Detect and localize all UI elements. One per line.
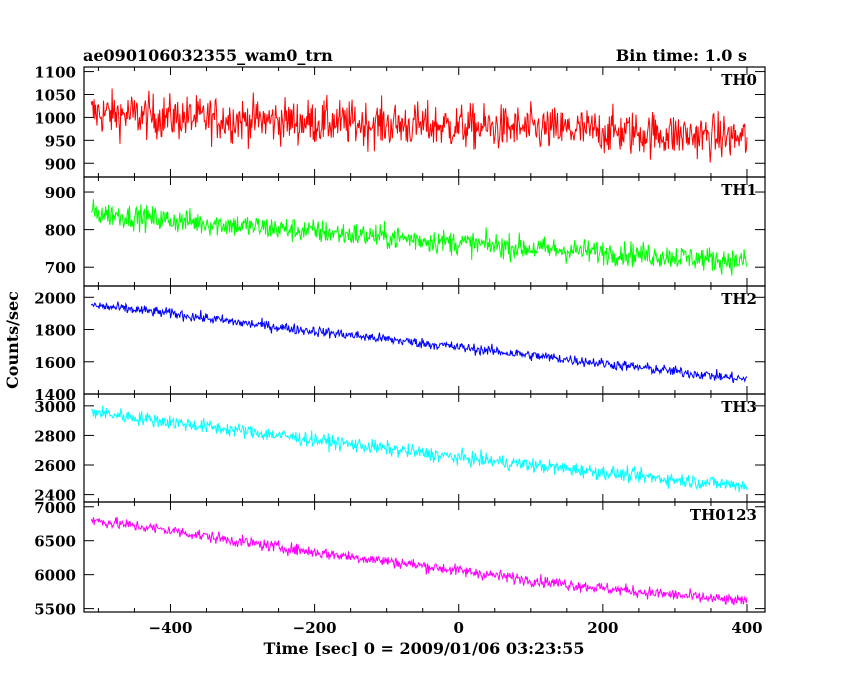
y-tick-label: 700: [45, 259, 76, 277]
y-tick-label: 1050: [34, 87, 76, 105]
y-tick-label: 2600: [34, 457, 76, 475]
y-tick-label: 3000: [34, 398, 76, 416]
y-tick-label: 1100: [34, 64, 76, 82]
panel-frame: [83, 176, 766, 287]
x-tick-label: −200: [293, 619, 337, 637]
chart-title: ae090106032355_wam0_trn: [83, 46, 333, 65]
y-tick-label: 800: [45, 222, 76, 240]
panel-label: TH0: [721, 71, 757, 89]
y-tick-label: 1000: [34, 109, 76, 127]
series-th2: [90, 301, 748, 384]
panel-th0123: 5500 6000 6500 7000 TH0123: [34, 499, 766, 619]
y-tick-label: 900: [45, 155, 76, 173]
y-tick-label: 2400: [34, 487, 76, 505]
x-tick-label: 200: [587, 619, 618, 637]
y-tick-label: 1400: [34, 386, 76, 404]
y-tick-label: 1600: [34, 354, 76, 372]
bin-time-label: Bin time: 1.0 s: [616, 46, 747, 65]
panel-label: TH3: [721, 398, 757, 416]
x-tick-label: 400: [731, 619, 762, 637]
panel-th1: 700 800 900 TH1: [45, 176, 766, 287]
y-tick-label: 1800: [34, 322, 76, 340]
series-th1: [90, 199, 748, 276]
panel-frame: [83, 285, 766, 395]
x-tick-label: −400: [149, 619, 193, 637]
panel-label: TH0123: [690, 506, 757, 524]
series-th3: [90, 405, 748, 493]
panel-label: TH2: [721, 290, 757, 308]
y-tick-label: 950: [45, 132, 76, 150]
y-tick-label: 2000: [34, 289, 76, 307]
panel-label: TH1: [721, 181, 757, 199]
y-tick-label: 6500: [34, 533, 76, 551]
y-tick-label: 900: [45, 184, 76, 202]
panel-frame: [83, 393, 766, 503]
y-tick-label: 2800: [34, 427, 76, 445]
y-tick-label: 6000: [34, 567, 76, 585]
y-tick-label: 5500: [34, 601, 76, 619]
panel-frame: [83, 501, 766, 613]
x-tick-label: 0: [454, 619, 464, 637]
panel-th0: 900 950 1000 1050 1100 TH0: [34, 64, 766, 178]
x-axis-label: Time [sec] 0 = 2009/01/06 03:23:55: [264, 639, 585, 658]
y-axis-label: Counts/sec: [3, 291, 22, 389]
y-tick-label: 7000: [34, 499, 76, 517]
series-th0123: [90, 516, 748, 606]
series-th0: [90, 88, 748, 163]
panel-th2: 1400 1600 1800 2000 TH2: [34, 285, 766, 404]
panel-th3: 2400 2600 2800 3000 TH3: [34, 393, 766, 505]
